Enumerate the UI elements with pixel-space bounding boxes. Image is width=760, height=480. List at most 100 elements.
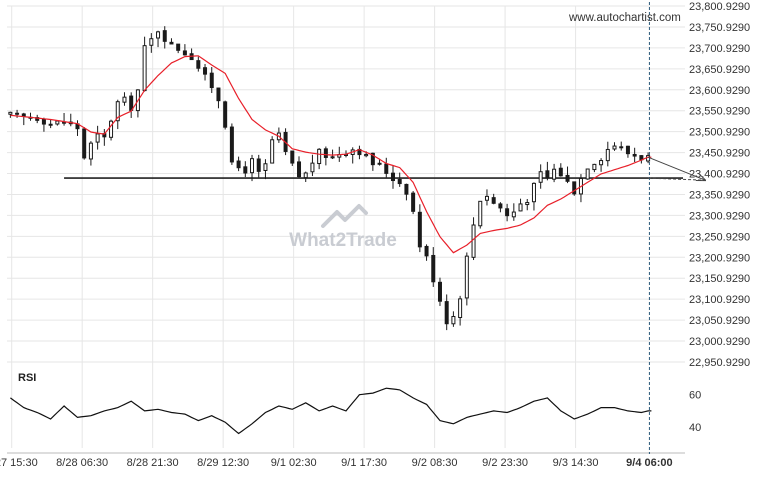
candle-body bbox=[397, 179, 402, 185]
candle-body bbox=[384, 163, 389, 174]
candle-body bbox=[612, 145, 617, 150]
candle bbox=[109, 119, 114, 141]
candle-body bbox=[82, 128, 87, 159]
candle-body bbox=[122, 96, 127, 103]
candle-body bbox=[48, 123, 53, 126]
candle bbox=[75, 120, 80, 136]
candle bbox=[605, 141, 610, 167]
candle-body bbox=[471, 224, 476, 258]
candle-body bbox=[88, 142, 93, 160]
candle-body bbox=[491, 197, 496, 204]
candle-body bbox=[390, 172, 395, 182]
candle bbox=[21, 112, 26, 126]
rsi-title: RSI bbox=[18, 372, 36, 384]
candle bbox=[263, 159, 268, 180]
candle bbox=[357, 145, 362, 160]
candle-body bbox=[451, 315, 456, 325]
candle bbox=[189, 48, 194, 61]
watermark-text: www.autochartist.com bbox=[568, 12, 681, 24]
candle bbox=[41, 117, 46, 132]
candle bbox=[417, 204, 422, 253]
candle bbox=[169, 38, 174, 45]
x-tick-label: 8/27 15:30 bbox=[0, 457, 38, 469]
candle bbox=[196, 56, 201, 72]
candle bbox=[95, 125, 100, 150]
candle bbox=[149, 33, 154, 53]
y-tick-label: 23,050.9290 bbox=[689, 315, 750, 327]
what2trade-logo: What2Trade bbox=[289, 204, 397, 251]
projection-arrow bbox=[647, 156, 705, 180]
candle-body bbox=[330, 156, 335, 159]
candle-body bbox=[169, 41, 174, 45]
candle bbox=[552, 163, 557, 183]
candle-body bbox=[558, 167, 563, 177]
candle bbox=[498, 202, 503, 213]
candle-body bbox=[377, 162, 382, 165]
candle bbox=[323, 146, 328, 166]
projection-dashed bbox=[648, 177, 706, 181]
candle-body bbox=[592, 163, 597, 171]
candle bbox=[505, 203, 510, 222]
candle-body bbox=[505, 208, 510, 217]
candle-body bbox=[552, 168, 557, 180]
candle-body bbox=[404, 183, 409, 195]
y-tick-label: 23,100.9290 bbox=[689, 294, 750, 306]
candle bbox=[531, 182, 536, 211]
candle-body bbox=[370, 152, 375, 166]
candle-body bbox=[236, 160, 241, 169]
rsi-tick-label: 60 bbox=[689, 390, 701, 402]
candle-body bbox=[317, 148, 322, 165]
candle bbox=[444, 294, 449, 331]
candle-body bbox=[15, 112, 20, 115]
candle bbox=[156, 30, 161, 48]
candle bbox=[209, 67, 214, 93]
candle-body bbox=[182, 50, 187, 56]
candle bbox=[545, 161, 550, 181]
candle-body bbox=[565, 174, 570, 182]
candle-body bbox=[243, 166, 248, 174]
x-tick-label: 8/28 21:30 bbox=[127, 457, 179, 469]
logo-chevron-icon bbox=[321, 204, 368, 228]
candle bbox=[585, 168, 590, 180]
candle bbox=[578, 174, 583, 203]
candle-body bbox=[323, 148, 328, 158]
candle bbox=[250, 154, 255, 182]
candle-body bbox=[297, 161, 302, 178]
candle-body bbox=[209, 72, 214, 89]
candle bbox=[484, 189, 489, 206]
candle-body bbox=[545, 170, 550, 179]
y-tick-label: 23,650.9290 bbox=[689, 64, 750, 76]
candle bbox=[62, 113, 67, 126]
x-tick-label: 8/29 12:30 bbox=[197, 457, 249, 469]
candle-body bbox=[531, 182, 536, 203]
candle bbox=[129, 92, 134, 118]
candle-body bbox=[585, 168, 590, 180]
candle-body bbox=[8, 111, 13, 115]
y-tick-label: 23,300.9290 bbox=[689, 210, 750, 222]
candle-body bbox=[538, 171, 543, 183]
candle-body bbox=[290, 150, 295, 164]
candle bbox=[115, 99, 120, 130]
candle bbox=[203, 64, 208, 81]
candle bbox=[182, 44, 187, 56]
candle bbox=[572, 181, 577, 196]
candle bbox=[612, 142, 617, 151]
y-tick-label: 23,550.9290 bbox=[689, 106, 750, 118]
candle bbox=[68, 113, 73, 127]
candle-body bbox=[162, 30, 167, 42]
candle bbox=[48, 119, 53, 129]
candle bbox=[317, 148, 322, 170]
rsi-line bbox=[10, 387, 652, 435]
candle-body bbox=[95, 133, 100, 143]
candle bbox=[82, 126, 87, 160]
candle-body bbox=[41, 118, 46, 125]
candle bbox=[538, 164, 543, 189]
x-tick-label: 8/28 06:30 bbox=[56, 457, 108, 469]
candle-body bbox=[599, 160, 604, 166]
y-tick-label: 22,950.9290 bbox=[689, 357, 750, 369]
candle-body bbox=[229, 126, 234, 163]
x-tick-label: 9/4 06:00 bbox=[626, 457, 672, 469]
candle-body bbox=[156, 31, 161, 39]
y-tick-label: 23,250.9290 bbox=[689, 231, 750, 243]
